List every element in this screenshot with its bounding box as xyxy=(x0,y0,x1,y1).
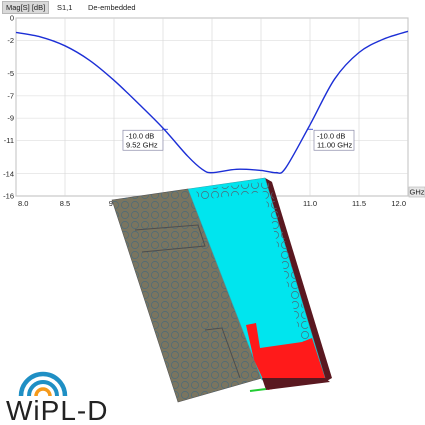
x-axis-label: GHz xyxy=(410,188,425,197)
x-tick-label: 8.0 xyxy=(18,199,28,208)
antenna-3d-model xyxy=(111,177,332,403)
y-tick-label: -7 xyxy=(7,91,14,100)
marker-value: -10.0 dB xyxy=(126,131,154,140)
x-tick-label: 11.0 xyxy=(303,199,317,208)
marker-box xyxy=(122,129,164,151)
marker-frequency: 9.52 GHz xyxy=(126,140,158,149)
marker-frequency: 11.00 GHz xyxy=(317,140,353,149)
logo-text: WiPL-D xyxy=(6,395,108,425)
port-marker xyxy=(249,388,267,392)
y-tick-label: -14 xyxy=(3,169,14,178)
x-tick-label: 11.5 xyxy=(352,199,366,208)
stub-line xyxy=(204,327,241,379)
x-axis-label-box xyxy=(408,186,425,198)
x-tick-label: 12.0 xyxy=(391,199,406,208)
logo-arc-middle xyxy=(27,380,59,397)
chart-series xyxy=(15,30,409,174)
port-edge xyxy=(262,378,330,390)
parameter-label: S1,1 xyxy=(57,3,73,12)
mode-label: De-embedded xyxy=(88,3,136,12)
y-tick-label: -2 xyxy=(7,36,14,45)
y-tick-label: -11 xyxy=(4,136,14,145)
port-block xyxy=(246,323,325,390)
logo-arc-outer xyxy=(18,371,68,397)
chart-header: Mag[S] [dB] S1,1 De-embedded xyxy=(0,0,425,14)
y-tick-label: -5 xyxy=(7,69,14,78)
x-tick-label: 8.5 xyxy=(60,199,70,208)
s11-series-line xyxy=(15,30,409,174)
substrate-vias xyxy=(112,189,262,402)
metal-vias xyxy=(262,183,318,366)
y-tick-label: -16 xyxy=(3,192,14,201)
y-tick-label: -9 xyxy=(7,114,14,123)
logo-arc-inner xyxy=(34,387,52,397)
marker-box xyxy=(313,129,355,151)
measure-tag[interactable]: Mag[S] [dB] xyxy=(2,1,50,14)
y-tick-label: 0 xyxy=(10,14,14,23)
wipl-d-logo: WiPL-D xyxy=(6,371,108,425)
marker-value: -10.0 dB xyxy=(317,131,345,140)
metal-vias-top xyxy=(196,182,264,200)
feed-line xyxy=(134,224,206,253)
